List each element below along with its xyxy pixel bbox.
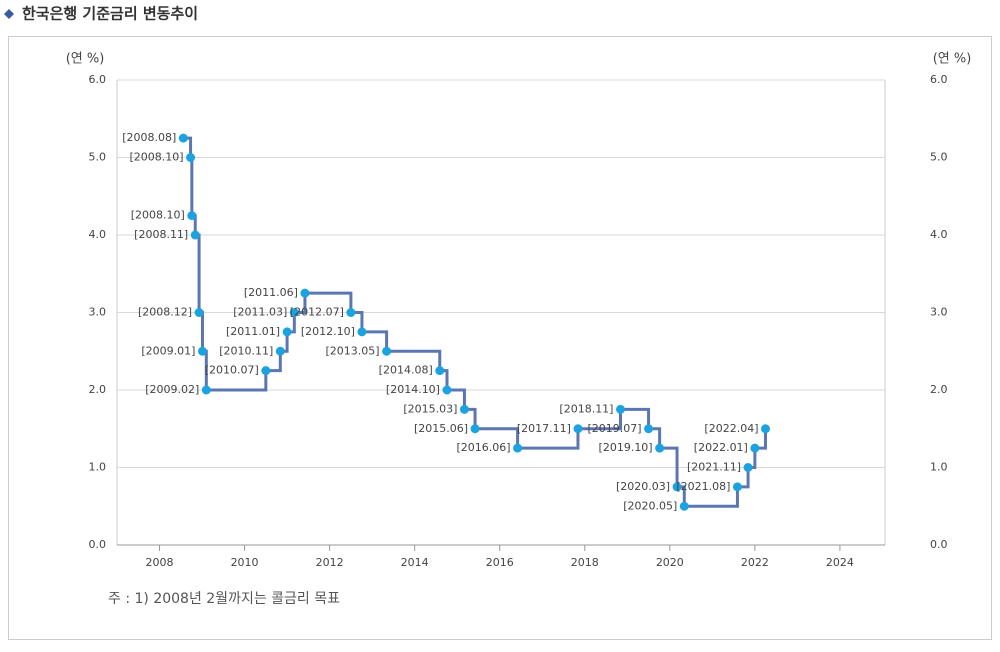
rate-point <box>513 443 523 453</box>
y-tick-label: 2.0 <box>89 383 107 396</box>
rate-point <box>442 385 452 395</box>
x-tick-label: 2022 <box>741 556 769 569</box>
y2-tick-label: 4.0 <box>930 228 948 241</box>
rate-point <box>761 424 771 434</box>
y-tick-label: 1.0 <box>89 461 107 474</box>
y-unit: (연 %) <box>66 52 105 67</box>
y2-tick-label: 1.0 <box>930 461 948 474</box>
point-label: [2008.08] <box>122 131 176 144</box>
point-label: [2008.12] <box>138 306 192 319</box>
point-label: [2022.04] <box>704 422 758 435</box>
rate-point <box>186 153 196 162</box>
y-tick-label: 4.0 <box>89 228 107 241</box>
rate-point <box>261 366 271 376</box>
x-tick-label: 2012 <box>316 556 344 569</box>
point-label: [2016.06] <box>457 441 511 454</box>
point-label: [2019.07] <box>587 422 641 435</box>
rate-point <box>672 482 682 492</box>
x-tick-label: 2010 <box>231 556 259 569</box>
rate-point <box>743 463 753 472</box>
point-label: [2021.11] <box>687 461 741 474</box>
point-label: [2008.11] <box>134 228 188 241</box>
x-tick-label: 2018 <box>571 556 599 569</box>
point-label: [2012.07] <box>290 306 344 319</box>
point-label: [2011.01] <box>226 325 280 338</box>
rate-point <box>357 327 367 337</box>
rate-point <box>679 501 689 511</box>
point-label: [2020.05] <box>623 499 677 512</box>
point-label: [2008.10] <box>129 151 183 164</box>
point-label: [2012.10] <box>301 325 355 338</box>
rate-point <box>190 230 200 240</box>
y-tick-label: 5.0 <box>89 151 107 164</box>
rate-point <box>435 366 445 376</box>
rate-point <box>750 443 760 453</box>
footnote: 주 : 1) 2008년 2월까지는 콜금리 목표 <box>108 591 340 607</box>
y2-tick-label: 3.0 <box>930 306 948 319</box>
point-label: [2009.01] <box>141 344 195 357</box>
rate-point <box>275 346 285 356</box>
point-label: [2008.10] <box>131 209 185 222</box>
point-label: [2010.11] <box>219 344 273 357</box>
point-label: [2019.10] <box>599 441 653 454</box>
point-label: [2011.03] <box>233 306 287 319</box>
rate-point <box>300 288 310 298</box>
title-icon <box>4 9 14 19</box>
point-label: [2018.11] <box>559 402 613 415</box>
point-label: [2014.10] <box>386 383 440 396</box>
point-label: [2014.08] <box>379 364 433 377</box>
y2-tick-label: 6.0 <box>930 73 948 86</box>
page-title: 한국은행 기준금리 변동추이 <box>22 5 198 23</box>
rate-point <box>459 404 469 414</box>
y2-unit: (연 %) <box>933 52 972 67</box>
y-tick-label: 6.0 <box>89 73 107 86</box>
rate-point <box>178 133 188 143</box>
point-label: [2015.03] <box>403 402 457 415</box>
x-tick-label: 2008 <box>146 556 174 569</box>
rate-point <box>655 443 665 453</box>
point-label: [2015.06] <box>414 422 468 435</box>
chart-frame <box>8 36 992 640</box>
rate-point <box>201 385 211 395</box>
point-label: [2013.05] <box>326 344 380 357</box>
point-label: [2009.02] <box>145 383 199 396</box>
rate-point <box>282 327 292 337</box>
point-label: [2017.11] <box>517 422 571 435</box>
rate-point <box>615 404 625 414</box>
rate-point <box>187 211 197 221</box>
rate-point <box>573 424 583 434</box>
y2-tick-label: 0.0 <box>930 538 948 551</box>
x-tick-label: 2014 <box>401 556 429 569</box>
x-tick-label: 2016 <box>486 556 514 569</box>
y-tick-label: 0.0 <box>89 538 107 551</box>
y2-tick-label: 2.0 <box>930 383 948 396</box>
point-label: [2011.06] <box>244 286 298 299</box>
rate-point <box>470 424 480 434</box>
point-label: [2010.07] <box>205 364 259 377</box>
y2-tick-label: 5.0 <box>930 151 948 164</box>
rate-point <box>289 308 299 317</box>
x-tick-label: 2024 <box>826 556 854 569</box>
point-label: [2021.08] <box>676 480 730 493</box>
rate-point <box>382 346 392 356</box>
y-tick-label: 3.0 <box>89 306 107 319</box>
rate-point <box>346 308 356 317</box>
rate-point <box>644 424 654 434</box>
rate-point <box>732 482 742 492</box>
rate-point <box>197 346 207 356</box>
x-tick-label: 2020 <box>656 556 684 569</box>
point-label: [2020.03] <box>616 480 670 493</box>
point-label: [2022.01] <box>694 441 748 454</box>
rate-point <box>194 308 204 317</box>
